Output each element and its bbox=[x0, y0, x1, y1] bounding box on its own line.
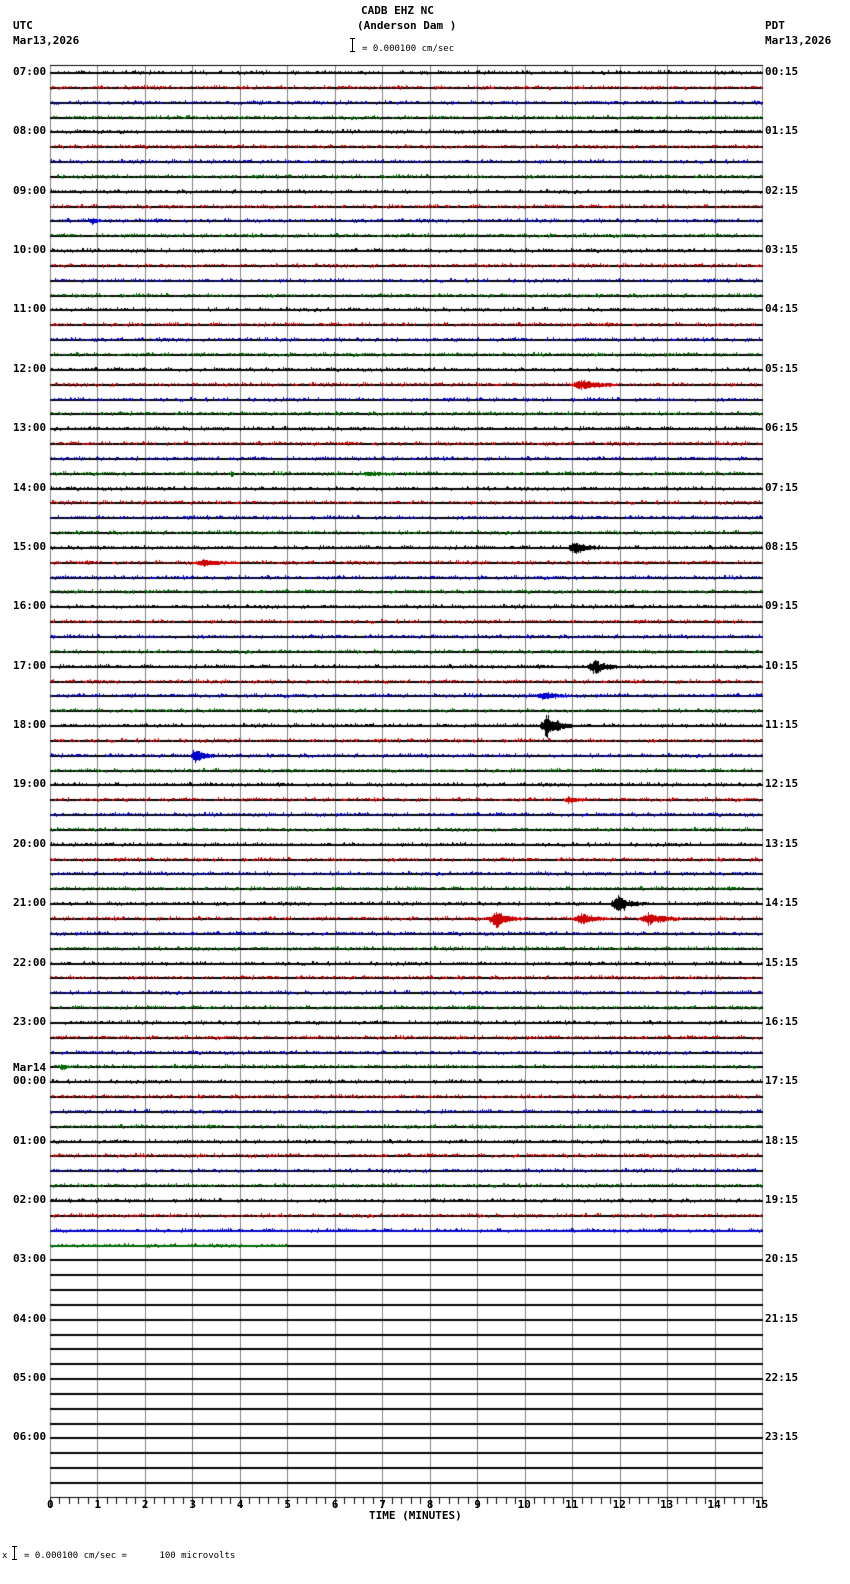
left-time-label: 22:00 bbox=[13, 956, 47, 969]
x-tick-label: 4 bbox=[236, 1498, 244, 1511]
right-time-label: 12:15 bbox=[765, 777, 799, 790]
right-time-label: 09:15 bbox=[765, 599, 799, 612]
right-time-label: 02:15 bbox=[765, 184, 799, 197]
right-time-label: 21:15 bbox=[765, 1312, 799, 1325]
left-time-label: 00:00 bbox=[13, 1074, 47, 1087]
right-time-label: 19:15 bbox=[765, 1193, 799, 1206]
right-time-label: 18:15 bbox=[765, 1134, 799, 1147]
left-time-label: 21:00 bbox=[13, 896, 47, 909]
left-time-label: 12:00 bbox=[13, 362, 47, 375]
left-time-label: 23:00 bbox=[13, 1015, 47, 1028]
right-time-label: 11:15 bbox=[765, 718, 799, 731]
left-time-label: 02:00 bbox=[13, 1193, 47, 1206]
right-time-label: 00:15 bbox=[765, 65, 799, 78]
right-time-label: 03:15 bbox=[765, 243, 799, 256]
footer-scale-text: = 0.000100 cm/sec = 100 microvolts bbox=[24, 1551, 236, 1561]
right-time-label: 05:15 bbox=[765, 362, 799, 375]
left-time-label: 15:00 bbox=[13, 540, 47, 553]
left-time-label: 17:00 bbox=[13, 659, 47, 672]
left-time-label: 01:00 bbox=[13, 1134, 47, 1147]
left-time-label: 08:00 bbox=[13, 124, 47, 137]
left-time-label: 05:00 bbox=[13, 1371, 47, 1384]
right-time-label: 16:15 bbox=[765, 1015, 799, 1028]
left-time-label: 07:00 bbox=[13, 65, 47, 78]
x-tick-label: 11 bbox=[565, 1498, 579, 1511]
right-time-label: 17:15 bbox=[765, 1074, 799, 1087]
x-axis-label: TIME (MINUTES) bbox=[369, 1509, 462, 1522]
left-time-label: 19:00 bbox=[13, 777, 47, 790]
x-tick-label: 0 bbox=[47, 1498, 54, 1511]
left-time-label: 16:00 bbox=[13, 599, 47, 612]
right-time-label: 08:15 bbox=[765, 540, 799, 553]
x-tick-label: 8 bbox=[426, 1498, 434, 1511]
x-tick-label: 5 bbox=[284, 1498, 291, 1511]
x-tick-label: 1 bbox=[94, 1498, 102, 1511]
right-time-label: 06:15 bbox=[765, 421, 799, 434]
x-tick-label: 13 bbox=[660, 1498, 674, 1511]
right-time-label: 23:15 bbox=[765, 1430, 799, 1443]
x-tick-label: 14 bbox=[707, 1498, 721, 1511]
x-tick-label: 7 bbox=[379, 1498, 386, 1511]
left-time-label: 03:00 bbox=[13, 1252, 47, 1265]
x-tick-label: 9 bbox=[474, 1498, 481, 1511]
right-time-label: 04:15 bbox=[765, 302, 799, 315]
left-time-label: 09:00 bbox=[13, 184, 47, 197]
right-time-label: 13:15 bbox=[765, 837, 799, 850]
x-tick-label: 15 bbox=[755, 1498, 769, 1511]
left-time-label: 11:00 bbox=[13, 302, 47, 315]
left-time-label: 10:00 bbox=[13, 243, 47, 256]
left-time-label: 13:00 bbox=[13, 421, 47, 434]
left-time-label: 14:00 bbox=[13, 481, 47, 494]
left-time-label: 06:00 bbox=[13, 1430, 47, 1443]
right-time-label: 22:15 bbox=[765, 1371, 799, 1384]
right-time-label: 07:15 bbox=[765, 481, 799, 494]
footer-scale-bar-icon bbox=[12, 1546, 17, 1560]
right-time-label: 10:15 bbox=[765, 659, 799, 672]
left-time-label: 20:00 bbox=[13, 837, 47, 850]
x-tick-label: 12 bbox=[612, 1498, 626, 1511]
left-time-label: 04:00 bbox=[13, 1312, 47, 1325]
left-time-label: 18:00 bbox=[13, 718, 47, 731]
right-time-label: 14:15 bbox=[765, 896, 799, 909]
right-time-label: 01:15 bbox=[765, 124, 799, 137]
x-tick-label: 6 bbox=[331, 1498, 339, 1511]
right-time-label: 20:15 bbox=[765, 1252, 799, 1265]
right-time-label: 15:15 bbox=[765, 956, 799, 969]
left-date-change-label: Mar14 bbox=[13, 1061, 47, 1074]
x-tick-label: 2 bbox=[141, 1498, 149, 1511]
footer-prefix: x bbox=[2, 1551, 8, 1561]
x-tick-label: 10 bbox=[517, 1498, 531, 1511]
x-tick-label: 3 bbox=[189, 1498, 197, 1511]
